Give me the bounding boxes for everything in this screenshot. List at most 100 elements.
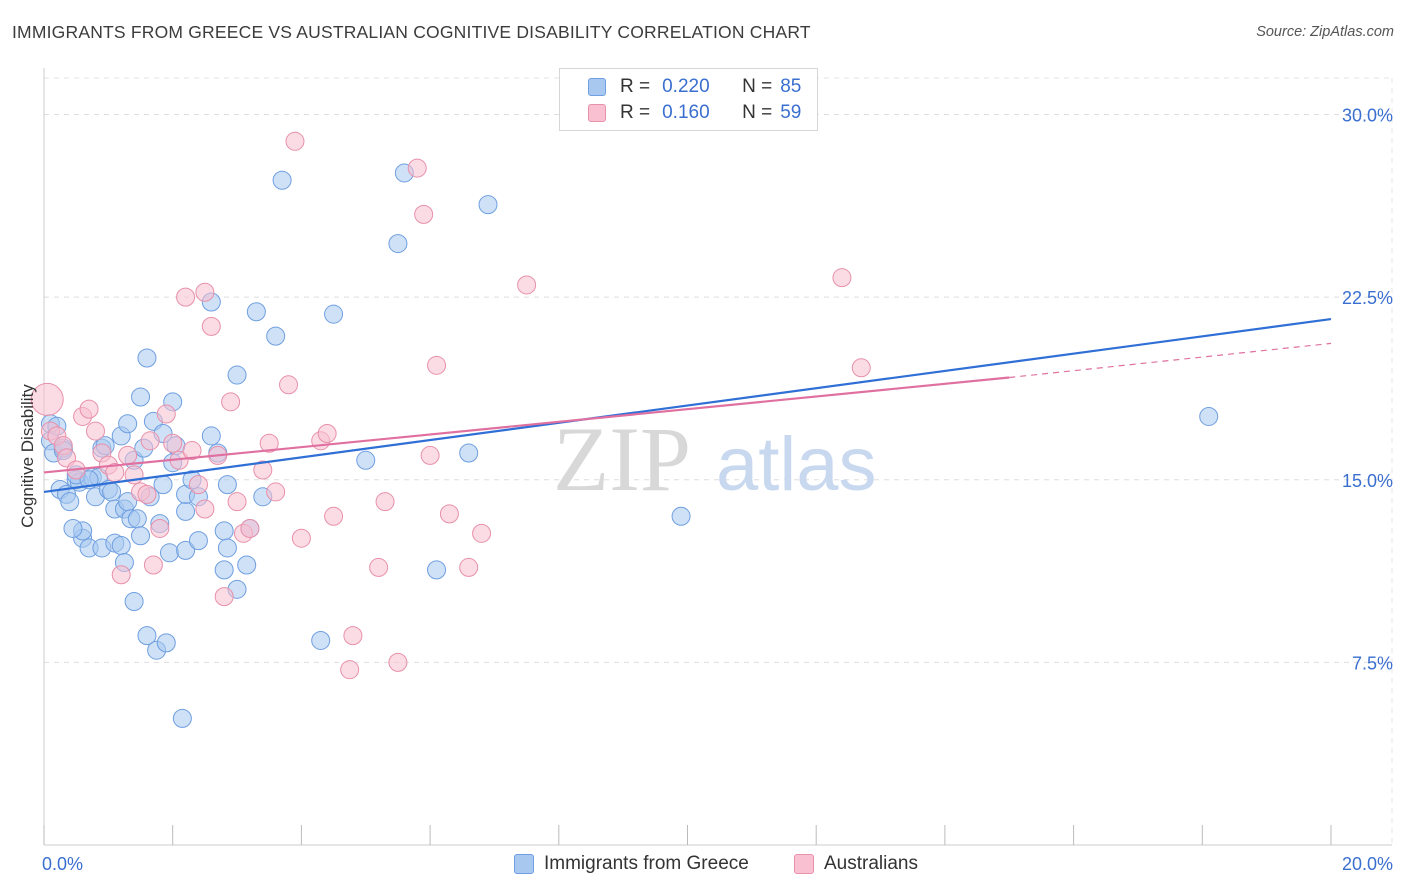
point-greece	[459, 443, 479, 463]
trend-lines	[43, 317, 1332, 494]
r-label: R =	[620, 76, 651, 97]
point-greece	[137, 348, 157, 368]
point-greece	[478, 195, 498, 215]
point-australians	[439, 504, 459, 524]
point-greece	[266, 326, 286, 346]
point-australians	[214, 587, 234, 607]
point-australians	[414, 204, 434, 224]
point-australians	[266, 482, 286, 502]
point-greece	[127, 509, 147, 529]
point-australians	[195, 282, 215, 302]
point-australians	[188, 475, 208, 495]
bottom-legend-greece[interactable]: Immigrants from Greece	[514, 851, 749, 877]
point-greece	[311, 630, 331, 650]
point-australians	[427, 355, 447, 375]
point-australians	[227, 492, 247, 512]
point-greece	[137, 626, 157, 646]
point-australians	[407, 158, 427, 178]
point-australians	[472, 523, 492, 543]
point-australians	[176, 287, 196, 307]
point-australians	[182, 441, 202, 461]
point-australians	[517, 275, 537, 295]
bottom-legend-australians[interactable]: Australians	[794, 851, 918, 877]
point-greece	[102, 482, 122, 502]
point-greece	[388, 234, 408, 254]
point-greece	[118, 414, 138, 434]
legend-row-greece: R = 0.220 N = 85	[588, 75, 801, 99]
point-australians	[851, 358, 871, 378]
y-axis-title: Cognitive Disability	[18, 384, 37, 528]
chart-title: IMMIGRANTS FROM GREECE VS AUSTRALIAN COG…	[12, 22, 811, 42]
point-greece	[214, 560, 234, 580]
point-australians	[111, 565, 131, 585]
point-australians	[118, 445, 138, 465]
legend-swatch-greece	[514, 854, 534, 874]
legend-swatch-australians	[588, 104, 606, 122]
point-australians	[253, 460, 273, 480]
point-australians	[420, 445, 440, 465]
point-australians	[30, 382, 64, 416]
point-australians	[201, 316, 221, 336]
trend-line-australians-extension	[1009, 342, 1332, 379]
x-tick-label: 0.0%	[42, 854, 83, 874]
point-greece	[131, 387, 151, 407]
point-australians	[459, 557, 479, 577]
grid-lines	[44, 77, 1393, 845]
point-greece	[427, 560, 447, 580]
y-tick-label: 22.5%	[1342, 288, 1393, 308]
point-australians	[291, 528, 311, 548]
point-greece	[214, 521, 234, 541]
point-australians	[163, 433, 183, 453]
point-australians	[156, 404, 176, 424]
point-greece	[272, 170, 292, 190]
point-greece	[201, 426, 221, 446]
y-tick-label: 30.0%	[1342, 106, 1393, 126]
n-value: 85	[780, 76, 802, 97]
point-australians	[137, 484, 157, 504]
point-australians	[143, 555, 163, 575]
point-greece	[356, 450, 376, 470]
n-label: N =	[742, 102, 773, 123]
point-australians	[195, 499, 215, 519]
point-greece	[131, 526, 151, 546]
point-australians	[375, 492, 395, 512]
watermark-atlas: atlas	[716, 422, 877, 507]
n-label: N =	[742, 76, 773, 97]
point-greece	[217, 538, 237, 558]
point-greece	[237, 555, 257, 575]
point-greece	[172, 708, 192, 728]
legend-label-greece: Immigrants from Greece	[544, 853, 749, 874]
point-greece	[217, 475, 237, 495]
point-greece	[176, 540, 196, 560]
data-points	[30, 131, 1219, 728]
legend-row-australians: R = 0.160 N = 59	[588, 101, 801, 125]
tick-labels: 7.5% 15.0% 22.5% 30.0% 0.0% 20.0%	[42, 106, 1393, 874]
point-greece	[324, 304, 344, 324]
legend-swatch-greece	[588, 78, 606, 96]
y-tick-label: 15.0%	[1342, 471, 1393, 491]
legend-swatch-australians	[794, 854, 814, 874]
point-greece	[60, 492, 80, 512]
point-greece	[111, 536, 131, 556]
point-australians	[832, 268, 852, 288]
source-label: Source: ZipAtlas.com	[1256, 24, 1394, 40]
point-greece	[1199, 406, 1219, 426]
point-australians	[79, 399, 99, 419]
n-value: 59	[780, 102, 802, 123]
y-tick-label: 7.5%	[1352, 653, 1393, 673]
point-australians	[85, 421, 105, 441]
watermark-zip: ZIP	[553, 408, 691, 510]
point-australians	[343, 626, 363, 646]
point-australians	[150, 518, 170, 538]
point-australians	[388, 652, 408, 672]
point-greece	[156, 633, 176, 653]
r-label: R =	[620, 102, 651, 123]
point-australians	[317, 423, 337, 443]
trend-line-greece	[43, 317, 1332, 494]
watermark: ZIP atlas	[553, 408, 877, 510]
point-greece	[176, 501, 196, 521]
r-value: 0.220	[662, 76, 710, 97]
point-australians	[140, 431, 160, 451]
point-greece	[188, 531, 208, 551]
